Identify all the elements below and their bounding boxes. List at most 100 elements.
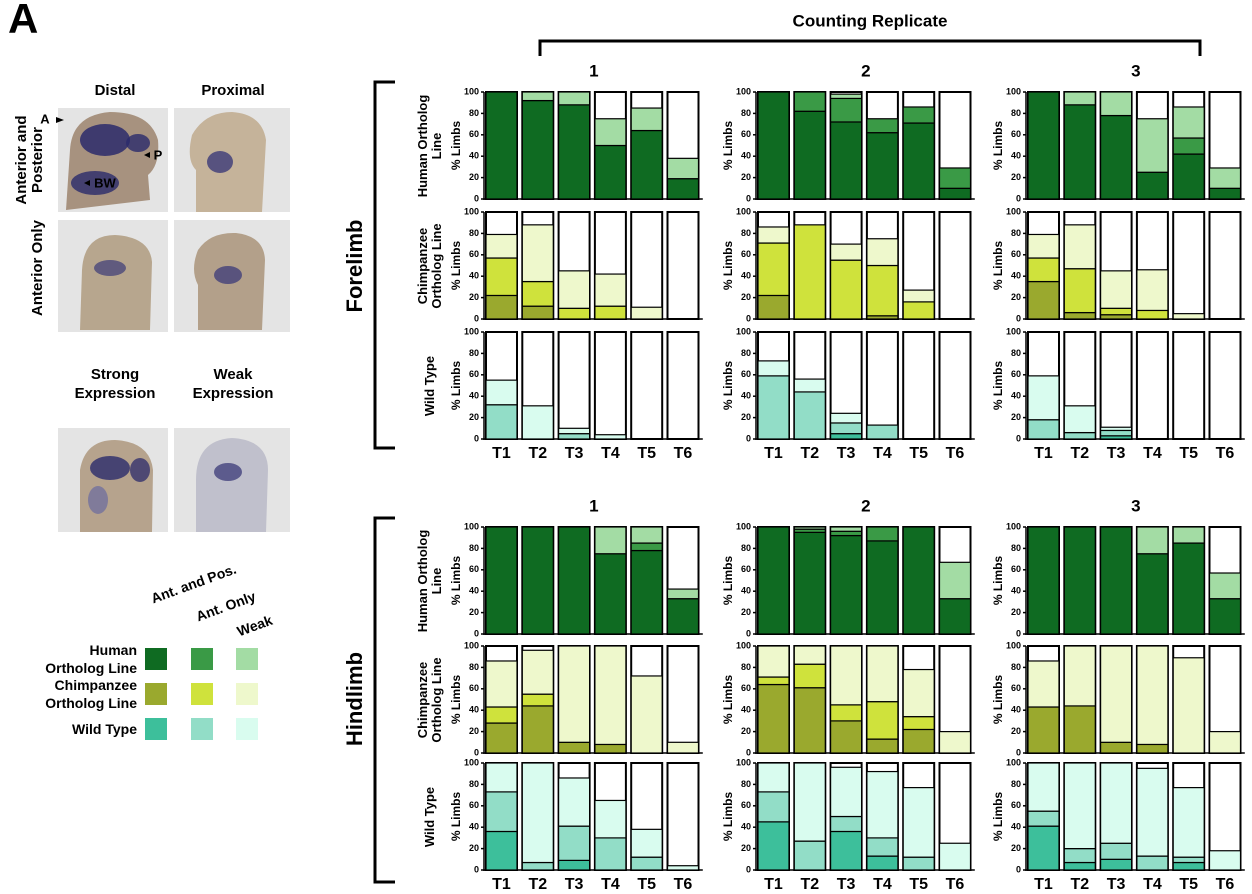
image-row-label: Anterior and Posterior [7,105,53,215]
x-tick-label: T5 [1179,876,1198,893]
y-tick-label: 80 [469,662,479,672]
replicate-bracket [540,41,1200,56]
bar-segment [1028,258,1059,282]
y-axis-label: % Limbs [991,241,1005,291]
bar-segment [1064,849,1095,863]
y-tick-label: 40 [469,705,479,715]
y-tick-label: 20 [469,412,479,422]
y-tick-label: 60 [469,800,479,810]
y-tick-label: 60 [1011,564,1021,574]
bar-segment [595,800,626,837]
y-tick-label: 100 [736,757,751,767]
x-tick-label: T2 [1070,445,1089,462]
bar-segment [831,817,862,832]
image-column-label: Proximal [201,82,264,99]
bar-segment [1173,527,1204,543]
bar-segment [867,702,898,739]
bar-segment [758,361,789,376]
bar-outline [559,332,590,439]
y-tick-label: 80 [741,348,751,358]
y-tick-label: 0 [746,628,751,638]
bar-segment [1210,573,1241,599]
bar-segment [1137,768,1168,856]
y-tick-label: 20 [1011,607,1021,617]
y-tick-label: 20 [1011,172,1021,182]
bar-segment [522,282,553,307]
bar-segment [794,763,825,841]
legend-swatch [191,718,213,740]
bar-segment [522,694,553,706]
x-tick-label: T2 [800,876,819,893]
y-tick-label: 40 [1011,151,1021,161]
limb-bracket [375,518,395,882]
bar-segment [595,146,626,200]
bar-segment [794,841,825,870]
bar-segment [1028,707,1059,753]
y-tick-label: 100 [1006,86,1021,96]
x-tick-label: T1 [764,445,783,462]
y-tick-label: 40 [1011,705,1021,715]
bar-segment [794,527,825,529]
y-tick-label: 0 [746,313,751,323]
bar-segment [1137,119,1168,173]
legend-swatch [145,648,167,670]
y-tick-label: 20 [741,292,751,302]
y-tick-label: 80 [741,779,751,789]
y-tick-label: 20 [1011,843,1021,853]
legend-column-label: Weak [235,612,275,640]
bar-segment [794,646,825,664]
bar-segment [1137,856,1168,870]
x-tick-label: T1 [492,445,511,462]
legend-swatch [145,683,167,705]
y-tick-label: 100 [1006,757,1021,767]
bar-segment [559,826,590,860]
y-tick-label: 0 [474,628,479,638]
bar-segment [486,405,517,439]
y-tick-label: 100 [736,640,751,650]
legend-row-label: Chimpanzee Ortholog Line [37,676,137,712]
bar-segment [559,860,590,870]
bar-outline [668,763,699,870]
bar-segment [522,863,553,870]
bar-segment [794,392,825,439]
bar-segment [522,527,553,634]
bar-outline [668,646,699,753]
bar-segment [940,732,971,753]
limb-bracket [375,82,395,448]
bar-segment [903,527,934,634]
bar-segment [631,829,662,857]
bar-segment [758,685,789,753]
y-tick-label: 0 [1016,747,1021,757]
bar-segment [1064,433,1095,439]
chart-canvas: A Distal Proximal A P BW Ant. and Pos. A… [0,0,1252,894]
bar-segment [867,133,898,199]
bar-outline [595,332,626,439]
y-tick-label: 60 [741,683,751,693]
bar-segment [1028,763,1059,811]
bar-segment [903,717,934,730]
y-tick-label: 100 [1006,640,1021,650]
bar-segment [903,123,934,199]
bar-segment [867,772,898,838]
bar-segment [1210,599,1241,634]
y-tick-label: 100 [464,206,479,216]
bar-segment [1028,376,1059,420]
y-tick-label: 20 [1011,292,1021,302]
bar-segment [1101,763,1132,843]
x-tick-label: T3 [837,876,856,893]
y-tick-label: 60 [741,249,751,259]
bar-segment [758,763,789,792]
y-tick-label: 60 [1011,683,1021,693]
bar-segment [903,788,934,858]
bar-segment [903,857,934,870]
x-tick-label: T4 [601,876,620,893]
bar-segment [1137,554,1168,634]
bar-segment [831,531,862,535]
y-tick-label: 60 [741,800,751,810]
bar-segment [595,744,626,753]
bar-segment [631,551,662,634]
bar-segment [1173,543,1204,634]
y-tick-label: 80 [469,543,479,553]
bar-segment [631,857,662,870]
bar-segment [867,856,898,870]
